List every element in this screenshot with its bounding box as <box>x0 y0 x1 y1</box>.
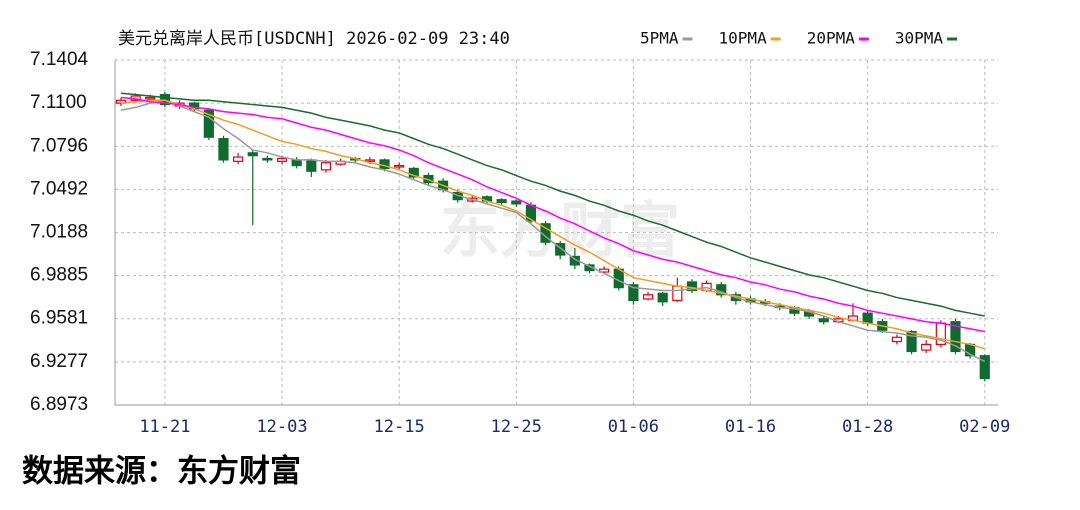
candle-body <box>686 281 698 292</box>
x-tick-label: 12-03 <box>256 417 307 437</box>
candle-body <box>145 96 156 100</box>
candle-body <box>818 318 829 323</box>
candle-body <box>115 99 127 104</box>
ma-line <box>120 99 986 363</box>
x-tick-label: 01-06 <box>608 417 659 437</box>
candle-body <box>394 164 405 168</box>
x-tick-label: 01-16 <box>725 417 776 437</box>
candle-body <box>525 204 537 222</box>
candle-body <box>364 159 375 162</box>
x-tick-label: 01-28 <box>842 417 893 437</box>
candle-body <box>950 321 961 353</box>
y-tick-label: 7.0796 <box>30 135 88 156</box>
candle-body <box>233 156 244 162</box>
candle-body <box>921 343 932 351</box>
candle-body <box>862 312 873 324</box>
candle-body <box>291 159 302 167</box>
candle-body <box>306 159 317 172</box>
candle-body <box>628 284 639 302</box>
candle-body <box>555 243 566 256</box>
x-tick-label: 12-15 <box>374 417 425 437</box>
candle-body <box>203 109 214 138</box>
legend-label: 30PMA <box>895 29 944 48</box>
x-tick-label: 12-25 <box>491 417 542 437</box>
candle-body <box>979 355 990 380</box>
ma-line <box>120 99 985 350</box>
y-tick-label: 7.0492 <box>30 178 88 199</box>
x-tick-label: 02-09 <box>959 417 1010 437</box>
candle-body <box>657 292 668 303</box>
chart-title: 美元兑离岸人民币[USDCNH] 2026-02-09 23:40 <box>118 29 510 49</box>
candle-body <box>320 162 332 171</box>
legend-label: 20PMA <box>807 29 856 48</box>
ma-line <box>120 96 985 333</box>
legend-label: 10PMA <box>719 29 768 48</box>
candle-body <box>247 152 258 157</box>
legend-label: 5PMA <box>640 29 679 48</box>
candle-body <box>408 167 419 178</box>
source-note: 数据来源：东方财富 <box>22 454 301 490</box>
candle-body <box>906 331 917 353</box>
y-tick-label: 7.0188 <box>30 222 88 243</box>
y-tick-label: 6.9885 <box>30 265 88 286</box>
y-tick-label: 6.9277 <box>30 351 88 372</box>
candle-body <box>262 157 273 161</box>
candle-body <box>511 200 522 205</box>
y-tick-label: 6.8973 <box>30 394 88 415</box>
y-tick-label: 7.1100 <box>30 92 87 113</box>
candle-body <box>716 284 727 296</box>
ma-line <box>120 92 985 317</box>
candle-body <box>891 336 903 343</box>
x-tick-label: 11-21 <box>139 417 190 437</box>
y-tick-label: 7.1404 <box>30 49 89 70</box>
candle-body <box>672 285 683 302</box>
candle-body <box>642 294 654 300</box>
y-tick-label: 6.9581 <box>30 308 88 329</box>
candle-body <box>218 138 229 161</box>
candle-body <box>276 157 288 162</box>
candle-body <box>496 199 507 204</box>
